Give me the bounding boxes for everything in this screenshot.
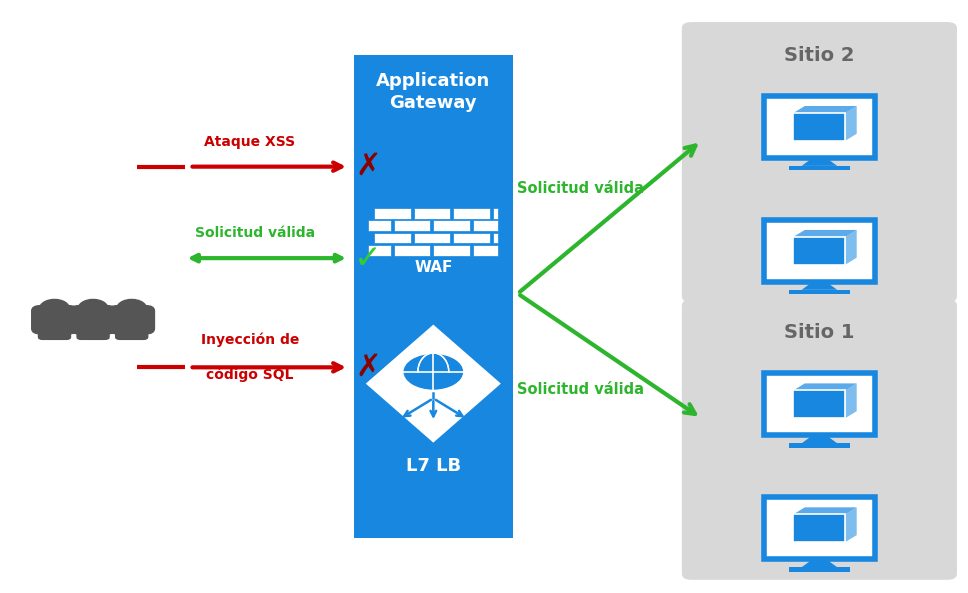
Text: Inyección de: Inyección de — [200, 332, 299, 347]
Polygon shape — [794, 508, 857, 514]
Text: Application
Gateway: Application Gateway — [377, 72, 491, 111]
Text: L7 LB: L7 LB — [406, 457, 461, 476]
FancyBboxPatch shape — [681, 22, 957, 302]
Bar — [493, 208, 499, 219]
FancyBboxPatch shape — [764, 96, 875, 158]
Bar — [473, 245, 499, 256]
FancyBboxPatch shape — [764, 373, 875, 435]
Bar — [374, 208, 410, 219]
FancyBboxPatch shape — [76, 325, 98, 340]
Text: ✗: ✗ — [355, 152, 381, 181]
Bar — [394, 221, 431, 231]
Bar — [413, 233, 450, 243]
Bar — [394, 245, 431, 256]
Polygon shape — [845, 384, 857, 418]
Circle shape — [78, 299, 108, 318]
FancyBboxPatch shape — [115, 325, 136, 340]
Polygon shape — [794, 106, 857, 113]
Text: código SQL: código SQL — [206, 367, 293, 382]
FancyBboxPatch shape — [764, 220, 875, 282]
FancyBboxPatch shape — [38, 325, 59, 340]
Polygon shape — [366, 324, 500, 442]
Polygon shape — [794, 384, 857, 390]
Text: Ataque XSS: Ataque XSS — [204, 135, 295, 149]
Text: Solicitud válida: Solicitud válida — [517, 181, 644, 196]
FancyBboxPatch shape — [70, 305, 116, 334]
Bar — [453, 233, 490, 243]
Text: Solicitud válida: Solicitud válida — [195, 227, 315, 240]
Polygon shape — [802, 435, 837, 443]
Bar — [493, 233, 499, 243]
Bar — [368, 221, 391, 231]
Bar — [794, 237, 845, 264]
Bar — [789, 443, 850, 448]
Text: Sitio 1: Sitio 1 — [784, 323, 855, 342]
FancyBboxPatch shape — [127, 325, 148, 340]
Polygon shape — [802, 559, 837, 568]
FancyBboxPatch shape — [50, 325, 72, 340]
Text: Sitio 2: Sitio 2 — [784, 46, 855, 65]
Bar — [434, 245, 470, 256]
Text: Solicitud válida: Solicitud válida — [517, 382, 644, 397]
Polygon shape — [802, 282, 837, 290]
FancyBboxPatch shape — [681, 299, 957, 580]
Text: ✗: ✗ — [355, 353, 381, 382]
Bar — [374, 233, 410, 243]
FancyBboxPatch shape — [108, 305, 155, 334]
Circle shape — [403, 353, 465, 391]
Bar — [789, 568, 850, 572]
FancyBboxPatch shape — [31, 305, 78, 334]
Bar — [789, 166, 850, 170]
Polygon shape — [845, 230, 857, 264]
Bar — [473, 221, 499, 231]
Bar — [434, 221, 470, 231]
Bar — [794, 113, 845, 141]
Polygon shape — [845, 508, 857, 542]
Bar — [794, 237, 845, 264]
Bar — [453, 208, 490, 219]
FancyBboxPatch shape — [88, 325, 109, 340]
Text: WAF: WAF — [414, 260, 452, 276]
Text: ✓: ✓ — [354, 241, 382, 275]
Polygon shape — [794, 230, 857, 237]
Circle shape — [40, 299, 70, 318]
Bar — [789, 290, 850, 294]
Bar — [794, 390, 845, 418]
Bar — [413, 208, 450, 219]
Bar — [368, 245, 391, 256]
Circle shape — [117, 299, 146, 318]
FancyBboxPatch shape — [353, 55, 513, 538]
Polygon shape — [802, 158, 837, 166]
Bar — [794, 390, 845, 418]
FancyBboxPatch shape — [764, 497, 875, 559]
Bar — [794, 113, 845, 141]
Bar — [794, 514, 845, 542]
Polygon shape — [845, 106, 857, 141]
Bar — [794, 514, 845, 542]
